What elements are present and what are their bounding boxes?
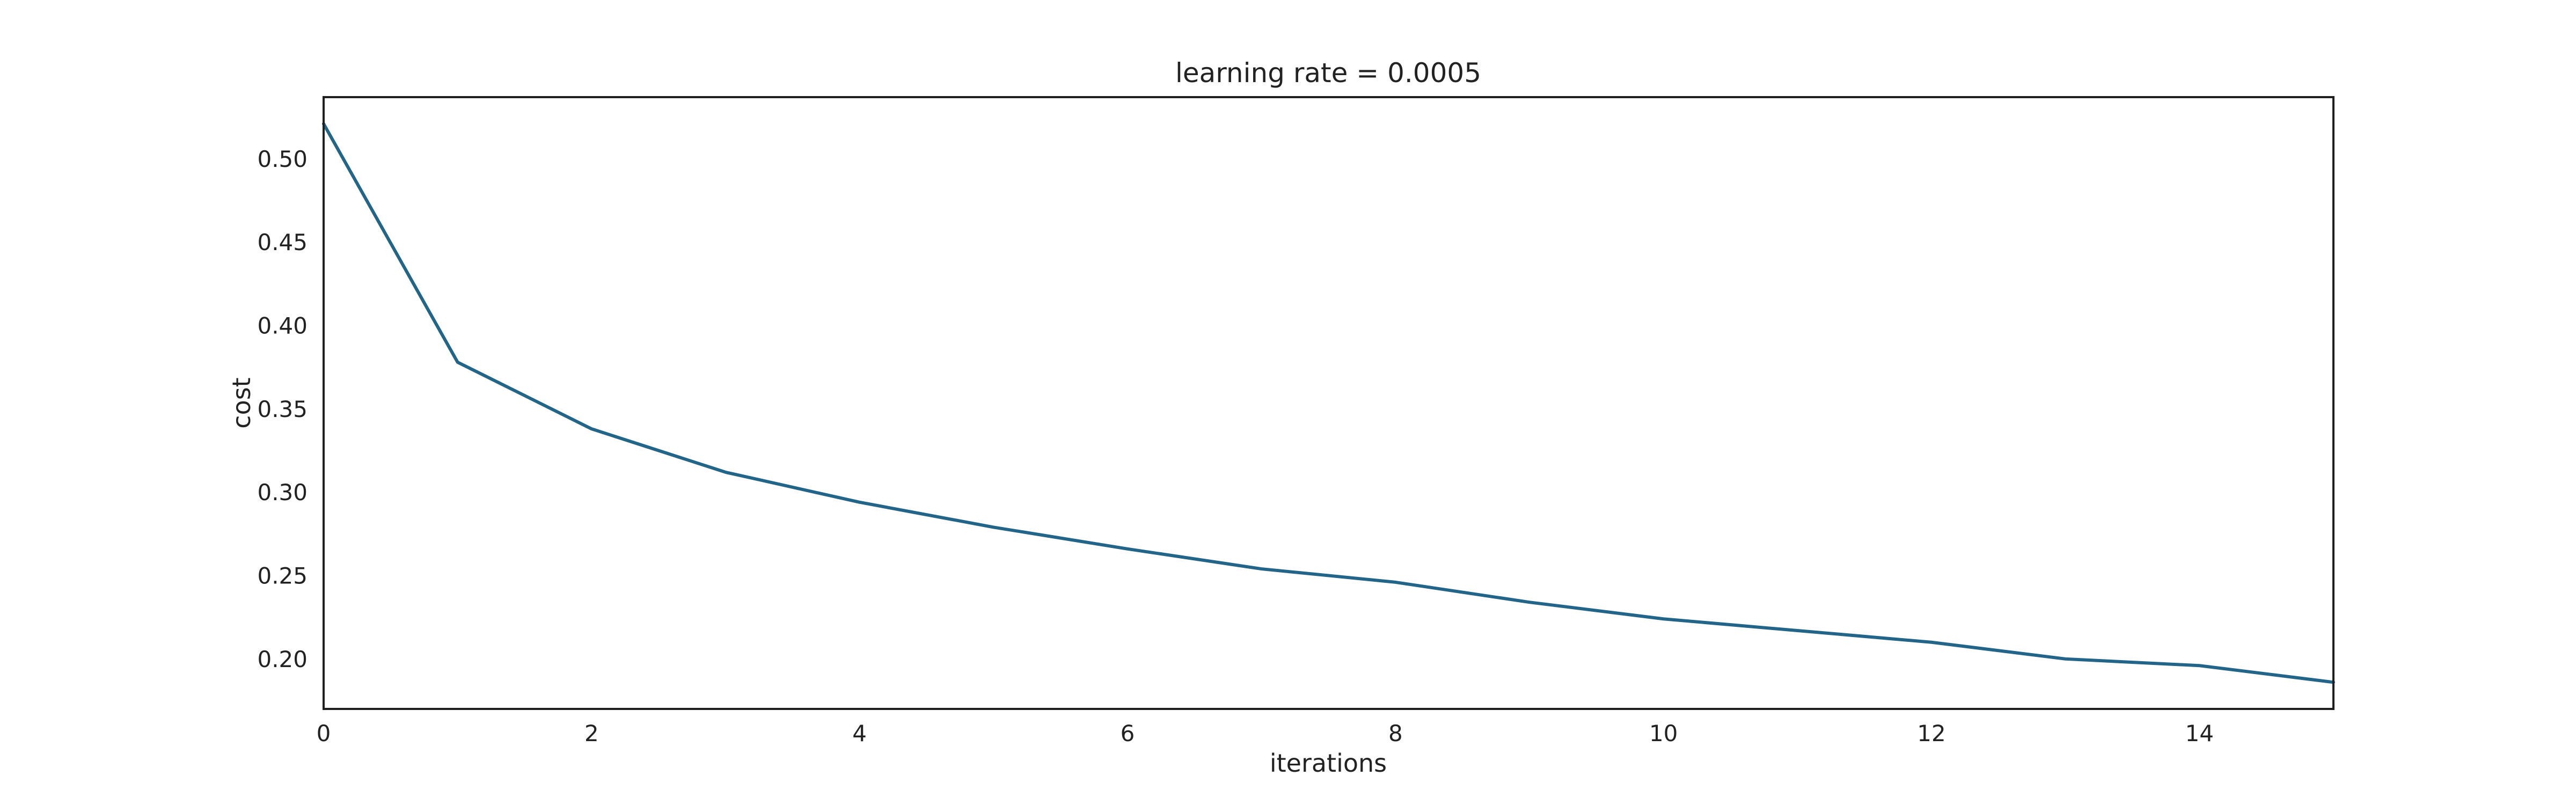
x-tick-label: 8 (1388, 720, 1403, 747)
chart-title: learning rate = 0.0005 (1175, 57, 1481, 89)
data-point (1796, 629, 1799, 632)
plot-frame (323, 96, 2334, 710)
data-point (1260, 567, 1263, 570)
x-tick-label: 14 (2185, 720, 2214, 747)
data-point (2064, 657, 2067, 661)
data-point (992, 525, 995, 529)
x-tick-label: 12 (1917, 720, 1945, 747)
x-tick-label: 6 (1121, 720, 1135, 747)
data-point (1662, 617, 1665, 620)
x-tick-label: 4 (852, 720, 867, 747)
y-tick-label: 0.20 (257, 646, 308, 672)
y-tick-label: 0.25 (257, 562, 308, 589)
data-point (456, 361, 459, 364)
data-point (1930, 641, 1933, 644)
data-point (1528, 601, 1531, 604)
data-point (858, 501, 861, 504)
x-axis-ticks: 0 2 4 6 8 10 12 14 (317, 720, 2214, 747)
y-tick-label: 0.50 (257, 146, 308, 172)
y-tick-label: 0.35 (257, 396, 308, 422)
x-tick-label: 0 (317, 720, 331, 747)
data-point (590, 427, 593, 430)
y-tick-label: 0.30 (257, 479, 308, 506)
data-point (724, 471, 727, 474)
x-axis-label: iterations (1270, 749, 1387, 778)
x-tick-label: 10 (1649, 720, 1678, 747)
data-point (2198, 664, 2201, 667)
data-point (1394, 581, 1397, 584)
x-tick-label: 2 (584, 720, 599, 747)
y-axis-ticks: 0.20 0.25 0.30 0.35 0.40 0.45 0.50 (257, 146, 308, 672)
data-point (1126, 547, 1129, 551)
y-tick-label: 0.40 (257, 313, 308, 339)
series-line (322, 122, 2335, 684)
y-tick-label: 0.45 (257, 229, 308, 255)
y-axis-label: cost (227, 377, 256, 428)
series-layer (322, 122, 2335, 684)
